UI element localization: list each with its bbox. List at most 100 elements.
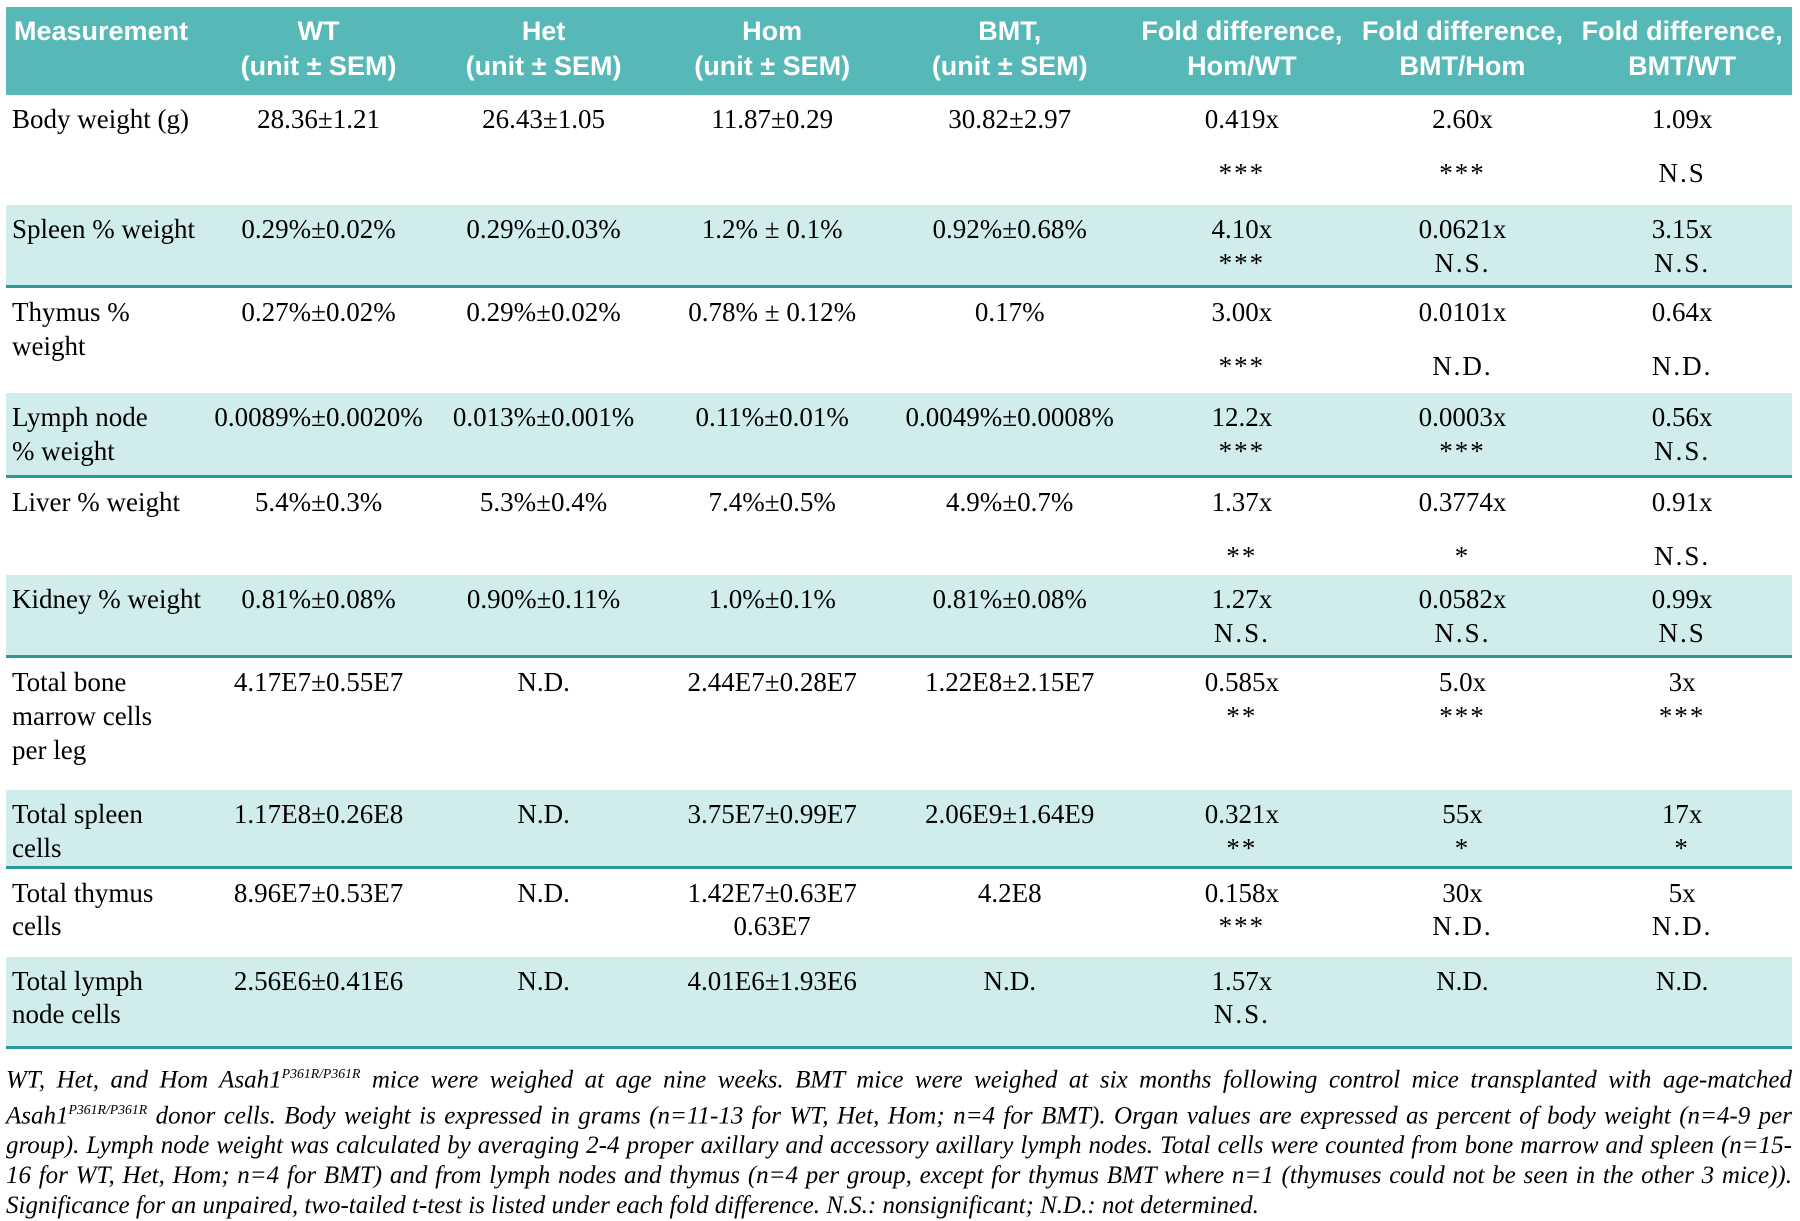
- fold-hom-wt-cell: 0.158x ***: [1131, 877, 1352, 957]
- fold-bmt-hom-cell: 0.0003x ***: [1353, 401, 1573, 475]
- fold-value: 3x: [1572, 666, 1792, 700]
- fold-bmt-hom-cell: 0.3774x *: [1353, 486, 1573, 575]
- significance-label: ***: [1572, 700, 1792, 734]
- fold-value: 0.56x: [1572, 401, 1792, 435]
- fold-value: 1.27x: [1131, 583, 1352, 617]
- table-body: Body weight (g) 28.36±1.21 26.43±1.05 11…: [6, 95, 1792, 1049]
- het-value: 0.29%±0.03%: [431, 213, 656, 285]
- column-header-line1: Fold difference,: [1572, 14, 1792, 49]
- column-header-line2: BMT/WT: [1572, 49, 1792, 84]
- significance-label: N.D.: [1572, 910, 1792, 944]
- significance-label: *: [1353, 540, 1573, 574]
- fold-bmt-wt-cell: 17x *: [1572, 798, 1792, 866]
- column-header-hom: Hom (unit ± SEM): [656, 14, 888, 95]
- hom-value: 3.75E7±0.99E7: [656, 798, 888, 832]
- table-row: Total bone marrow cells per leg 4.17E7±0…: [6, 658, 1792, 790]
- measurement-label: Liver % weight: [6, 486, 206, 575]
- significance-label: *: [1572, 832, 1792, 866]
- significance-label: *: [1353, 832, 1573, 866]
- significance-label: N.S.: [1572, 247, 1792, 281]
- fold-bmt-hom-cell: 55x *: [1353, 798, 1573, 866]
- results-table: Measurement WT (unit ± SEM) Het (unit ± …: [6, 7, 1792, 1049]
- column-header-line1: Het: [431, 14, 656, 49]
- hom-value: 1.2% ± 0.1%: [656, 213, 888, 247]
- measurement-label: Body weight (g): [6, 103, 206, 205]
- column-header-line2: Hom/WT: [1131, 49, 1352, 84]
- wt-value: 0.27%±0.02%: [206, 296, 431, 393]
- column-header-line1: Measurement: [14, 14, 206, 49]
- fold-value: 0.419x: [1131, 103, 1352, 137]
- wt-value: 28.36±1.21: [206, 103, 431, 205]
- fold-bmt-wt-cell: 3x ***: [1572, 666, 1792, 790]
- fold-bmt-wt-cell: 3.15x N.S.: [1572, 213, 1792, 285]
- fold-bmt-hom-cell: 2.60x ***: [1353, 103, 1573, 205]
- wt-value: 0.29%±0.02%: [206, 213, 431, 285]
- measurement-label: Total lymph node cells: [6, 965, 206, 1046]
- significance-label: ***: [1353, 435, 1573, 469]
- column-header-line2: BMT/Hom: [1353, 49, 1573, 84]
- hom-value: 1.42E7±0.63E7: [656, 877, 888, 911]
- bmt-value: 4.9%±0.7%: [888, 486, 1131, 575]
- column-header-fold-bmt-wt: Fold difference, BMT/WT: [1572, 14, 1792, 95]
- significance-label: ***: [1131, 247, 1352, 281]
- fold-value: 3.15x: [1572, 213, 1792, 247]
- fold-value: 0.585x: [1131, 666, 1352, 700]
- het-value: 0.90%±0.11%: [431, 583, 656, 655]
- significance-label: N.S: [1572, 617, 1792, 651]
- column-header-fold-bmt-hom: Fold difference, BMT/Hom: [1353, 14, 1573, 95]
- fold-bmt-wt-cell: N.D.: [1572, 965, 1792, 1046]
- measurement-label: Kidney % weight: [6, 583, 206, 655]
- column-header-line1: Fold difference,: [1353, 14, 1573, 49]
- fold-bmt-wt-cell: 1.09x N.S: [1572, 103, 1792, 205]
- table-row: Kidney % weight 0.81%±0.08% 0.90%±0.11% …: [6, 575, 1792, 658]
- wt-value: 1.17E8±0.26E8: [206, 798, 431, 866]
- bmt-value: N.D.: [888, 965, 1131, 1046]
- fold-hom-wt-cell: 4.10x ***: [1131, 213, 1352, 285]
- footnote-text: WT, Het, and Hom Asah1: [6, 1066, 282, 1093]
- significance-label: N.S.: [1131, 617, 1352, 651]
- fold-value: 0.0101x: [1353, 296, 1573, 330]
- significance-label: ***: [1131, 435, 1352, 469]
- fold-value: 12.2x: [1131, 401, 1352, 435]
- wt-value: 8.96E7±0.53E7: [206, 877, 431, 957]
- wt-value: 2.56E6±0.41E6: [206, 965, 431, 1046]
- fold-bmt-wt-cell: 5x N.D.: [1572, 877, 1792, 957]
- fold-bmt-hom-cell: 30x N.D.: [1353, 877, 1573, 957]
- hom-value: 0.78% ± 0.12%: [656, 296, 888, 330]
- significance-label: **: [1131, 540, 1352, 574]
- table-row: Total lymph node cells 2.56E6±0.41E6 N.D…: [6, 957, 1792, 1049]
- fold-bmt-wt-cell: 0.91x N.S.: [1572, 486, 1792, 575]
- fold-bmt-hom-cell: 0.0582x N.S.: [1353, 583, 1573, 655]
- hom-value: 2.44E7±0.28E7: [656, 666, 888, 700]
- wt-value: 0.0089%±0.0020%: [206, 401, 431, 475]
- fold-value: 5x: [1572, 877, 1792, 911]
- hom-value-cell: 0.78% ± 0.12%: [656, 296, 888, 393]
- fold-value: 2.60x: [1353, 103, 1573, 137]
- table-row: Total spleen cells 1.17E8±0.26E8 N.D. 3.…: [6, 790, 1792, 869]
- measurement-label: Thymus % weight: [6, 296, 206, 393]
- table-row: Total thymus cells 8.96E7±0.53E7 N.D. 1.…: [6, 869, 1792, 957]
- fold-hom-wt-cell: 3.00x ***: [1131, 296, 1352, 393]
- significance-label: **: [1131, 700, 1352, 734]
- wt-value: 4.17E7±0.55E7: [206, 666, 431, 790]
- significance-label: N.S: [1572, 157, 1792, 191]
- fold-bmt-wt-cell: 0.64x N.D.: [1572, 296, 1792, 393]
- significance-label: N.D.: [1353, 350, 1573, 384]
- significance-label: ***: [1353, 157, 1573, 191]
- significance-label: ***: [1353, 700, 1573, 734]
- column-header-line1: Fold difference,: [1131, 14, 1352, 49]
- fold-bmt-hom-cell: 0.0621x N.S.: [1353, 213, 1573, 285]
- wt-value: 5.4%±0.3%: [206, 486, 431, 575]
- measurement-label: Lymph node % weight: [6, 401, 206, 475]
- column-header-fold-hom-wt: Fold difference, Hom/WT: [1131, 14, 1352, 95]
- significance-label: N.S.: [1131, 998, 1352, 1032]
- measurement-label: Total thymus cells: [6, 877, 206, 957]
- het-value: 5.3%±0.4%: [431, 486, 656, 575]
- bmt-value: 0.92%±0.68%: [888, 213, 1131, 285]
- significance-label: N.D.: [1572, 350, 1792, 384]
- fold-value: N.D.: [1353, 965, 1573, 999]
- fold-value: 0.0003x: [1353, 401, 1573, 435]
- wt-value: 0.81%±0.08%: [206, 583, 431, 655]
- hom-value: 7.4%±0.5%: [656, 486, 888, 520]
- fold-value: 0.3774x: [1353, 486, 1573, 520]
